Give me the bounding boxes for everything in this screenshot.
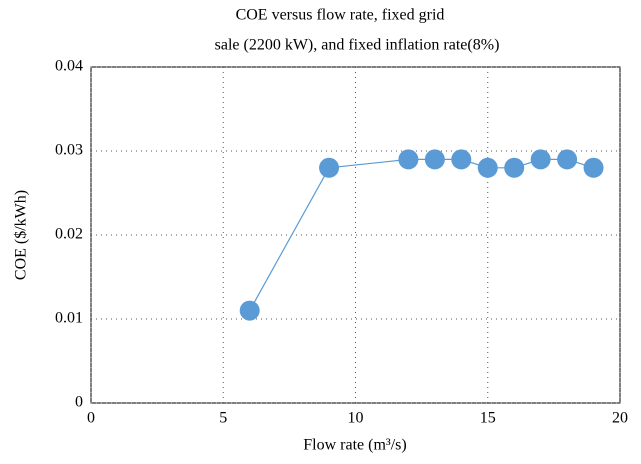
data-point (319, 157, 340, 178)
data-point (583, 157, 604, 178)
y-tick-label: 0.03 (55, 142, 83, 159)
data-point (504, 157, 525, 178)
chart-title: COE versus flow rate, fixed grid (236, 7, 445, 24)
x-tick-label: 0 (87, 410, 95, 427)
x-tick-label: 5 (219, 410, 227, 427)
y-tick-label: 0 (75, 394, 83, 411)
data-point (398, 149, 419, 170)
series-line (249, 158, 594, 311)
data-point (530, 149, 551, 170)
y-tick-label: 0.02 (55, 226, 83, 243)
y-tick-label: 0.01 (55, 310, 83, 327)
x-axis-label: Flow rate (m³/s) (303, 437, 406, 454)
data-point (451, 149, 472, 170)
x-tick-label: 10 (348, 410, 364, 427)
y-axis-label: COE ($/kWh) (13, 190, 30, 280)
chart-title: sale (2200 kW), and fixed inflation rate… (215, 37, 500, 54)
x-tick-label: 15 (480, 410, 496, 427)
data-point (424, 149, 445, 170)
x-tick-label: 20 (612, 410, 628, 427)
data-point (477, 157, 498, 178)
y-tick-label: 0.04 (55, 58, 83, 75)
data-point (239, 300, 260, 321)
data-point (557, 149, 578, 170)
